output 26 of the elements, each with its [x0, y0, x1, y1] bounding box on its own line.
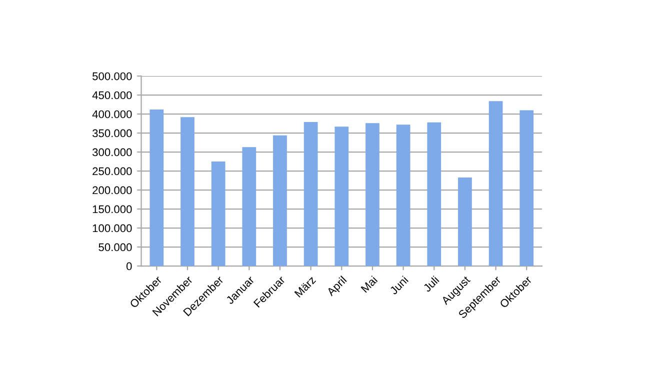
bar [150, 109, 164, 266]
y-tick-label: 250.000 [92, 167, 132, 176]
bar [458, 177, 472, 266]
bar [396, 124, 410, 266]
bar [520, 110, 534, 266]
bar [334, 126, 349, 266]
bar [304, 122, 318, 266]
bar [273, 135, 287, 266]
bar [180, 117, 194, 266]
x-tick-label: Mai [360, 276, 378, 293]
bar [488, 101, 503, 266]
y-tick-label: 50.000 [98, 243, 132, 252]
y-tick-label: 0 [126, 262, 132, 270]
bar [427, 122, 442, 266]
y-tick-label: 350.000 [92, 129, 132, 138]
y-tick-label: 400.000 [92, 110, 132, 118]
x-tick-label: Juli [422, 276, 440, 292]
y-tick-label: 300.000 [92, 148, 132, 156]
y-tick-label: 500.000 [92, 72, 132, 80]
bar [366, 123, 380, 266]
bar [211, 162, 226, 266]
y-tick-label: 100.000 [92, 224, 132, 232]
y-tick-label: 150.000 [92, 205, 132, 214]
y-tick-label: 200.000 [92, 186, 132, 194]
bar [242, 147, 256, 266]
y-tick-label: 450.000 [92, 91, 132, 100]
